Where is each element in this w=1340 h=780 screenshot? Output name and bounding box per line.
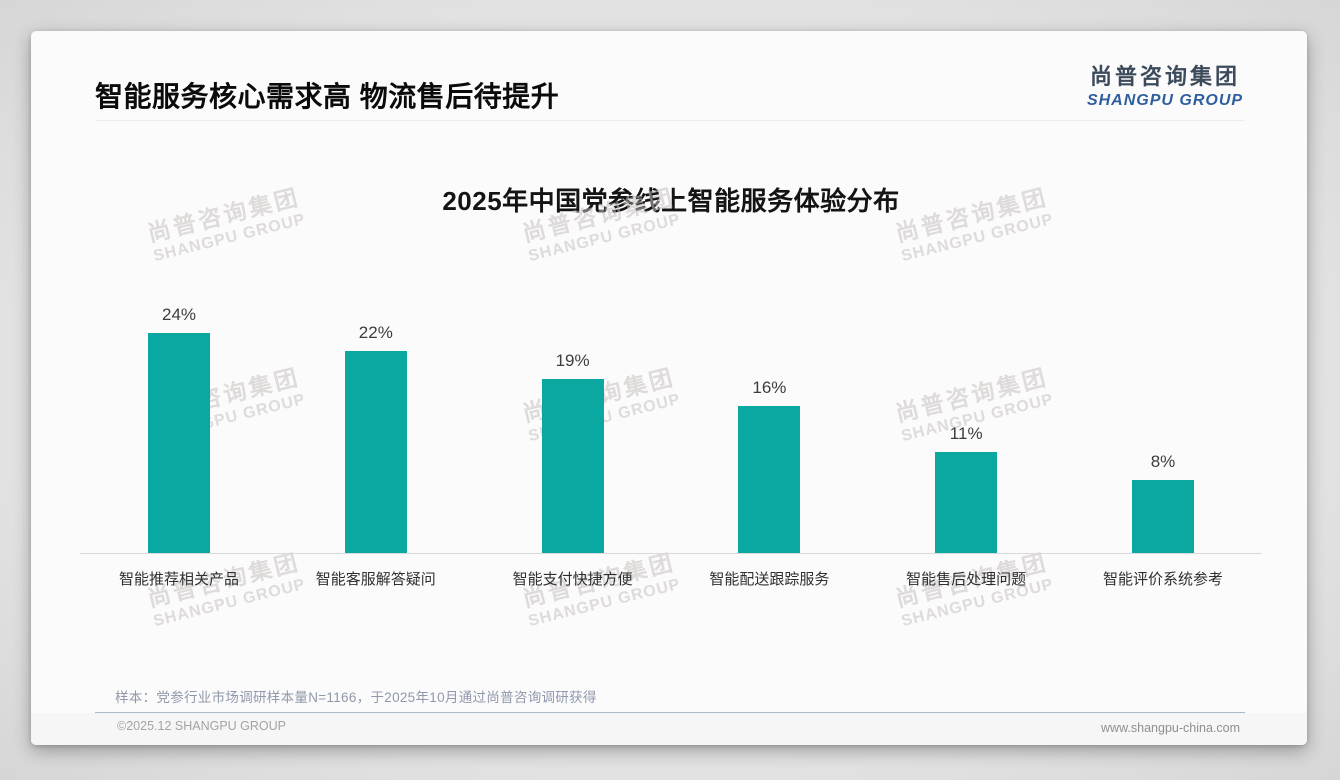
bar-category-label: 智能客服解答疑问 [315,571,436,588]
bar [541,379,604,553]
bar [935,452,998,553]
watermark-chinese-text: 尚普咨询集团 [892,363,1051,427]
page-title: 智能服务核心需求高 物流售后待提升 [95,81,560,112]
bar-value-label: 11% [949,424,983,443]
website-text: www.shangpu-china.com [1101,721,1240,735]
bar [1132,480,1194,553]
chart-title: 2025年中国党参线上智能服务体验分布 [442,186,900,216]
bar-value-label: 16% [752,378,787,397]
bar-chart: 2025年中国党参线上智能服务体验分布 尚普咨询集团 SHANGPU GROUP 尚… [31,31,1307,745]
logo-english-name: SHANGPU GROUP [1086,92,1244,109]
bar [148,333,210,553]
title-divider [95,120,1245,121]
bar [738,406,801,553]
company-logo: 尚普咨询集团 SHANGPU GROUP [1085,59,1245,110]
bar [344,351,407,553]
footer-divider [95,712,1245,713]
bar-category-label: 智能售后处理问题 [906,571,1027,588]
bar-category-label: 智能配送跟踪服务 [709,571,830,588]
bar-category-label: 智能评价系统参考 [1102,571,1223,588]
footer-strip [31,713,1307,745]
bar-value-label: 19% [555,351,590,370]
bar-value-label: 22% [358,323,393,342]
watermark-english-text: SHANGPU GROUP [526,390,683,446]
bar-value-label: 24% [161,305,197,324]
bar-category-label: 智能推荐相关产品 [118,571,239,588]
sample-footnote: 样本：党参行业市场调研样本量N=1166，于2025年10月通过尚普咨询调研获得 [115,690,597,705]
copyright-text: ©2025.12 SHANGPU GROUP [117,719,286,733]
bar-value-label: 8% [1150,452,1176,471]
slide-card: 智能服务核心需求高 物流售后待提升 尚普咨询集团 SHANGPU GROUP 2… [31,31,1307,745]
logo-chinese-name: 尚普咨询集团 [1089,64,1240,89]
bar-category-label: 智能支付快捷方便 [512,571,633,588]
x-axis-line [80,553,1262,554]
